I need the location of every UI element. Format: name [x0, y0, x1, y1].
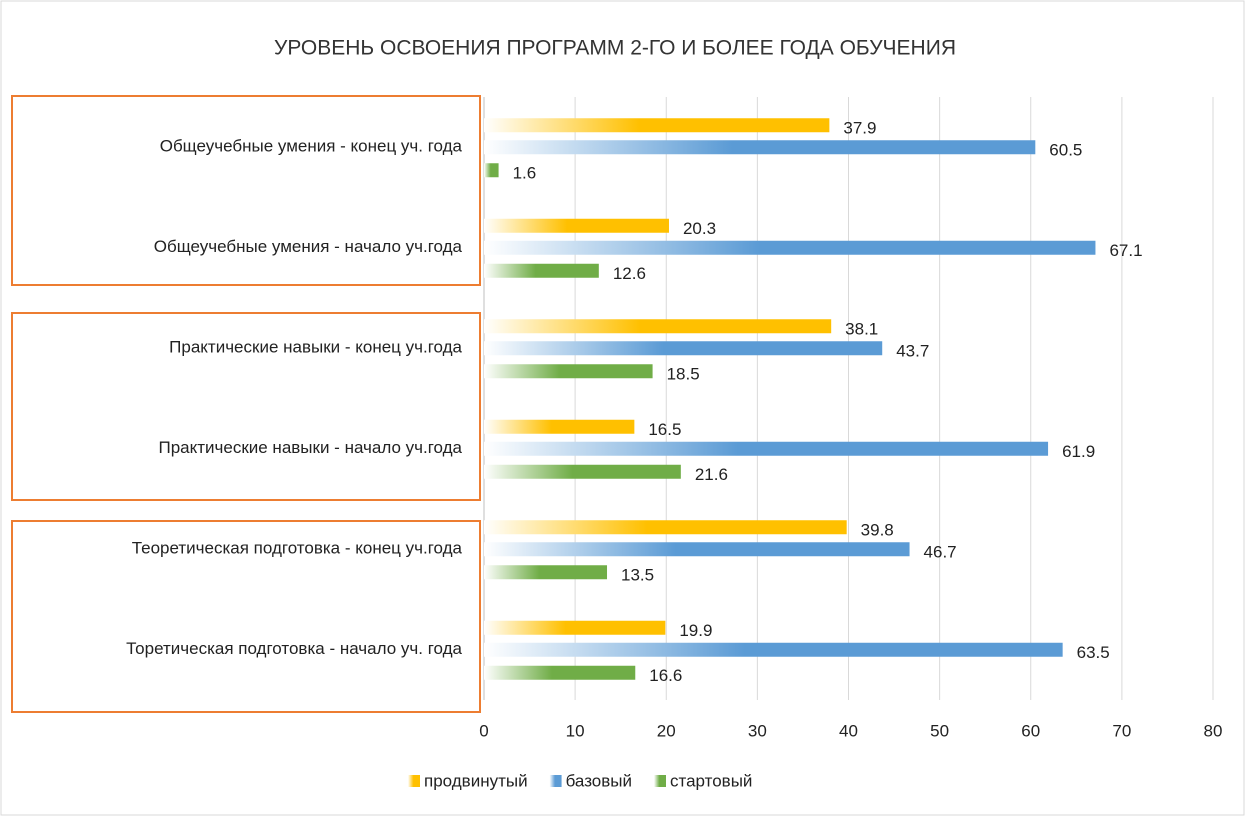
bar	[484, 441, 1049, 456]
bar	[484, 542, 910, 557]
bar	[484, 520, 847, 535]
data-label: 16.6	[649, 666, 682, 685]
x-tick-label: 0	[479, 721, 488, 740]
data-label: 21.6	[695, 465, 728, 484]
bar	[484, 118, 830, 133]
chart-title: УРОВЕНЬ ОСВОЕНИЯ ПРОГРАММ 2-ГО И БОЛЕЕ Г…	[274, 37, 956, 60]
x-tick-label: 50	[930, 721, 949, 740]
legend-swatch	[408, 775, 420, 787]
bar	[484, 341, 883, 356]
legend-swatch	[549, 775, 562, 787]
y-tick-label: Общеучебные умения - конец уч. года	[160, 137, 463, 156]
data-label: 38.1	[845, 320, 878, 339]
data-label: 61.9	[1062, 442, 1095, 461]
data-label: 67.1	[1109, 241, 1142, 260]
data-label: 19.9	[679, 621, 712, 640]
legend-label: стартовый	[670, 771, 752, 790]
data-label: 63.5	[1077, 643, 1110, 662]
bar	[484, 140, 1036, 155]
data-label: 39.8	[861, 521, 894, 540]
x-tick-label: 10	[566, 721, 585, 740]
highlight-box	[11, 520, 481, 713]
y-tick-label: Практические навыки - начало уч.года	[158, 438, 462, 457]
data-label: 16.5	[648, 420, 681, 439]
legend-swatch	[654, 775, 666, 787]
bar	[484, 364, 653, 379]
legend-label: продвинутый	[424, 771, 528, 790]
y-tick-label: Теоретическая подготовка - конец уч.года	[132, 539, 463, 558]
bar	[484, 319, 832, 334]
y-tick-label: Практические навыки - конец уч.года	[169, 338, 462, 357]
bar	[484, 263, 599, 278]
data-label: 12.6	[613, 264, 646, 283]
data-label: 13.5	[621, 566, 654, 585]
y-tick-label: Общеучебные умения - начало уч.года	[154, 237, 463, 256]
data-label: 43.7	[896, 342, 929, 361]
y-tick-label: Торетическая подготовка - начало уч. год…	[126, 639, 462, 658]
bar	[484, 163, 499, 178]
bar	[484, 620, 666, 635]
highlight-box	[11, 312, 481, 501]
data-label: 1.6	[513, 164, 537, 183]
data-label: 60.5	[1049, 141, 1082, 160]
legend-label: базовый	[566, 771, 632, 790]
x-tick-label: 60	[1021, 721, 1040, 740]
bar	[484, 419, 635, 434]
data-label: 18.5	[667, 365, 700, 384]
bar	[484, 642, 1063, 657]
x-tick-label: 30	[748, 721, 767, 740]
data-label: 46.7	[924, 543, 957, 562]
x-tick-label: 80	[1204, 721, 1223, 740]
data-label: 20.3	[683, 219, 716, 238]
highlight-box	[11, 95, 481, 286]
bar	[484, 218, 669, 233]
bar	[484, 464, 681, 479]
bar	[484, 665, 636, 680]
x-tick-label: 40	[839, 721, 858, 740]
data-label: 37.9	[843, 119, 876, 138]
bar	[484, 565, 608, 580]
x-tick-label: 70	[1112, 721, 1131, 740]
x-tick-label: 20	[657, 721, 676, 740]
bar	[484, 240, 1096, 255]
